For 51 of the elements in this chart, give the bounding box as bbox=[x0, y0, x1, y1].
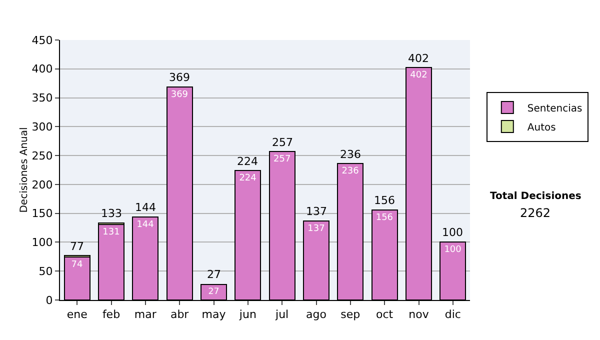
total-label: 137 bbox=[306, 205, 327, 218]
total-label: 133 bbox=[101, 207, 122, 220]
y-tick-label: 450 bbox=[32, 34, 53, 47]
text: 2262 bbox=[520, 206, 551, 220]
total-label: 156 bbox=[374, 194, 395, 207]
y-axis-title: Decisiones Anual bbox=[18, 127, 30, 213]
x-tick-label: sep bbox=[340, 308, 360, 322]
total-label: 77 bbox=[70, 240, 84, 253]
total-label: 236 bbox=[340, 148, 361, 161]
data-label: 224 bbox=[239, 174, 257, 184]
total-label: 402 bbox=[408, 52, 429, 65]
legend-label: Autos bbox=[527, 122, 556, 134]
total-label: 224 bbox=[237, 155, 258, 168]
x-tick-label: ene bbox=[66, 308, 88, 322]
data-label: 144 bbox=[136, 220, 154, 230]
total-label: 257 bbox=[272, 136, 293, 149]
y-tick-label: 350 bbox=[32, 92, 53, 105]
legend-label: Sentencias bbox=[527, 103, 582, 114]
x-tick-label: nov bbox=[408, 308, 430, 322]
data-label: 257 bbox=[273, 154, 291, 165]
y-tick-label: 50 bbox=[38, 264, 53, 278]
y-tick-label: 0 bbox=[46, 294, 53, 307]
data-label: 131 bbox=[102, 227, 120, 238]
x-tick-label: oct bbox=[376, 308, 394, 322]
total-label: 144 bbox=[135, 201, 156, 214]
total-label: 27 bbox=[207, 268, 221, 281]
y-tick-label: 400 bbox=[32, 62, 53, 76]
data-label: 100 bbox=[444, 245, 462, 256]
data-label: 74 bbox=[71, 260, 83, 270]
y-tick-label: 150 bbox=[32, 207, 53, 220]
data-label: 137 bbox=[308, 224, 325, 234]
data-label: 236 bbox=[342, 166, 360, 177]
data-label: 27 bbox=[208, 287, 220, 298]
text: Total Decisiones bbox=[490, 191, 582, 202]
data-label: 402 bbox=[410, 70, 428, 81]
x-tick-label: jun bbox=[238, 308, 256, 322]
x-tick-label: jul bbox=[274, 308, 289, 322]
x-tick-label: dic bbox=[444, 308, 461, 322]
x-tick-label: mar bbox=[134, 308, 157, 322]
x-tick-label: feb bbox=[102, 308, 120, 322]
y-tick-label: 250 bbox=[32, 149, 53, 162]
x-tick-label: may bbox=[202, 308, 226, 322]
x-tick-label: abr bbox=[170, 308, 190, 322]
y-tick-label: 300 bbox=[32, 120, 53, 134]
total-label: 100 bbox=[442, 226, 463, 239]
data-label: 156 bbox=[376, 212, 394, 223]
y-tick-label: 200 bbox=[32, 178, 53, 192]
data-label: 369 bbox=[170, 90, 188, 100]
x-tick-label: ago bbox=[306, 308, 327, 322]
y-tick-label: 100 bbox=[32, 236, 53, 250]
total-label: 369 bbox=[169, 71, 190, 84]
